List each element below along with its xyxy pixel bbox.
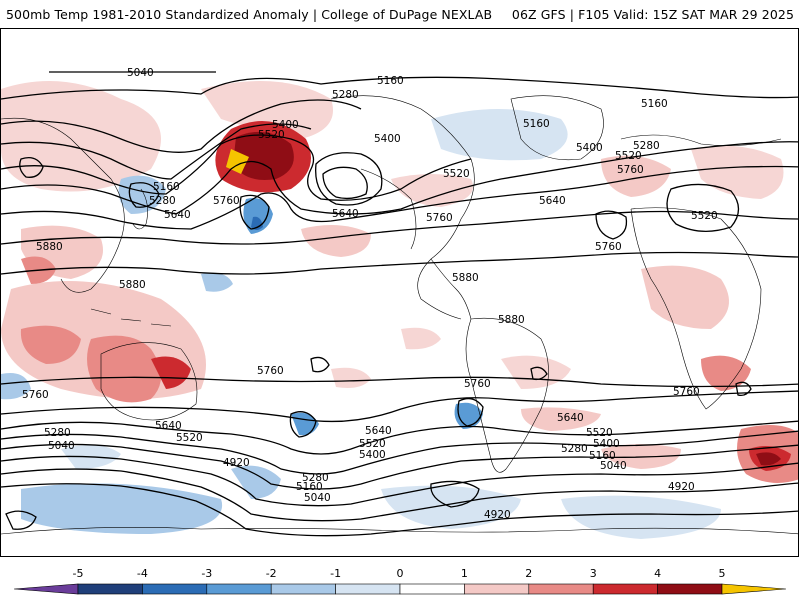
contour-label: 5160 bbox=[153, 181, 180, 193]
map-panel[interactable]: 5040 5160 5280 5400 5520 5760 5640 5400 … bbox=[0, 28, 799, 557]
contour-label: 4920 bbox=[668, 481, 695, 493]
colorbar-tick-label: -4 bbox=[137, 567, 148, 580]
contour-label: 5640 bbox=[365, 425, 392, 437]
contour-label: 5160 bbox=[641, 98, 668, 110]
contour-label: 5640 bbox=[539, 195, 566, 207]
contour-label: 5160 bbox=[589, 450, 616, 462]
contour-label: 5520 bbox=[586, 427, 613, 439]
colorbar-ticks: -5 -4 -3 -2 -1 0 1 2 3 4 5 bbox=[73, 567, 726, 580]
colorbar-segments bbox=[13, 583, 787, 595]
colorbar-segment bbox=[77, 583, 143, 595]
contour-label: 4920 bbox=[223, 457, 250, 469]
contour-label: 5400 bbox=[576, 142, 603, 154]
contour-label: 5040 bbox=[600, 460, 627, 472]
contour-label: 5640 bbox=[557, 412, 584, 424]
contour-label: 5280 bbox=[561, 443, 588, 455]
colorbar-tick-label: 1 bbox=[461, 567, 468, 580]
colorbar-min-extend bbox=[13, 583, 79, 595]
colorbar-tick-label: 0 bbox=[397, 567, 404, 580]
contour-label: 5040 bbox=[127, 67, 154, 79]
colorbar-svg: -5 -4 -3 -2 -1 0 1 2 3 4 5 bbox=[13, 567, 787, 595]
contour-label: 5280 bbox=[633, 140, 660, 152]
contour-label: 5280 bbox=[44, 427, 71, 439]
colorbar: -5 -4 -3 -2 -1 0 1 2 3 4 5 bbox=[0, 558, 800, 600]
map-title: 500mb Temp 1981-2010 Standardized Anomal… bbox=[6, 7, 493, 22]
height-contours bbox=[1, 71, 798, 537]
contour-label: 5760 bbox=[426, 212, 453, 224]
contour-label: 5520 bbox=[258, 129, 285, 141]
colorbar-segment bbox=[142, 583, 208, 595]
colorbar-segment bbox=[335, 583, 401, 595]
contour-label: 5520 bbox=[359, 438, 386, 450]
contour-label: 5280 bbox=[332, 89, 359, 101]
contour-label: 4920 bbox=[484, 509, 511, 521]
colorbar-max-extend bbox=[721, 583, 787, 595]
contour-label: 5760 bbox=[617, 164, 644, 176]
contour-label: 5400 bbox=[374, 133, 401, 145]
contour-label: 5520 bbox=[691, 210, 718, 222]
contour-label: 5640 bbox=[155, 420, 182, 432]
colorbar-tick-label: -5 bbox=[73, 567, 84, 580]
contour-label: 5880 bbox=[452, 272, 479, 284]
colorbar-segment bbox=[270, 583, 336, 595]
contour-label: 5160 bbox=[377, 75, 404, 87]
colorbar-segment bbox=[464, 583, 530, 595]
colorbar-segment bbox=[592, 583, 658, 595]
contour-label: 5280 bbox=[302, 472, 329, 484]
colorbar-tick-label: -1 bbox=[330, 567, 341, 580]
contour-label: 5160 bbox=[523, 118, 550, 130]
contour-label: 5400 bbox=[272, 119, 299, 131]
contour-label: 5040 bbox=[304, 492, 331, 504]
colorbar-segment bbox=[657, 583, 723, 595]
contour-label: 5760 bbox=[464, 378, 491, 390]
contour-label: 5160 bbox=[296, 481, 323, 493]
colorbar-tick-label: 5 bbox=[719, 567, 726, 580]
contour-label: 5760 bbox=[673, 386, 700, 398]
contour-label: 5880 bbox=[36, 241, 63, 253]
colorbar-segment bbox=[206, 583, 272, 595]
model-run-valid-time: 06Z GFS | F105 Valid: 15Z SAT MAR 29 202… bbox=[511, 7, 794, 22]
contour-label: 5520 bbox=[176, 432, 203, 444]
anomaly-map: 5040 5160 5280 5400 5520 5760 5640 5400 … bbox=[1, 67, 798, 539]
contour-labels: 5040 5160 5280 5400 5520 5760 5640 5400 … bbox=[22, 67, 718, 521]
contour-label: 5520 bbox=[615, 150, 642, 162]
contour-label: 5280 bbox=[149, 195, 176, 207]
anomaly-shading bbox=[1, 81, 798, 539]
contour-label: 5880 bbox=[119, 279, 146, 291]
contour-label: 5640 bbox=[164, 209, 191, 221]
contour-label: 5400 bbox=[359, 449, 386, 461]
colorbar-segment bbox=[399, 583, 465, 595]
contour-label: 5040 bbox=[48, 440, 75, 452]
colorbar-tick-label: 3 bbox=[590, 567, 597, 580]
contour-label: 5640 bbox=[332, 208, 359, 220]
contour-label: 5400 bbox=[593, 438, 620, 450]
contour-label: 5760 bbox=[213, 195, 240, 207]
contour-label: 5760 bbox=[22, 389, 49, 401]
contour-label: 5520 bbox=[443, 168, 470, 180]
contour-label: 5760 bbox=[595, 241, 622, 253]
colorbar-tick-label: -2 bbox=[266, 567, 277, 580]
colorbar-tick-label: 4 bbox=[654, 567, 661, 580]
colorbar-tick-label: -3 bbox=[201, 567, 212, 580]
contour-label: 5760 bbox=[257, 365, 284, 377]
title-bar: 500mb Temp 1981-2010 Standardized Anomal… bbox=[0, 0, 800, 28]
colorbar-tick-label: 2 bbox=[525, 567, 532, 580]
colorbar-segment bbox=[528, 583, 594, 595]
contour-label: 5880 bbox=[498, 314, 525, 326]
